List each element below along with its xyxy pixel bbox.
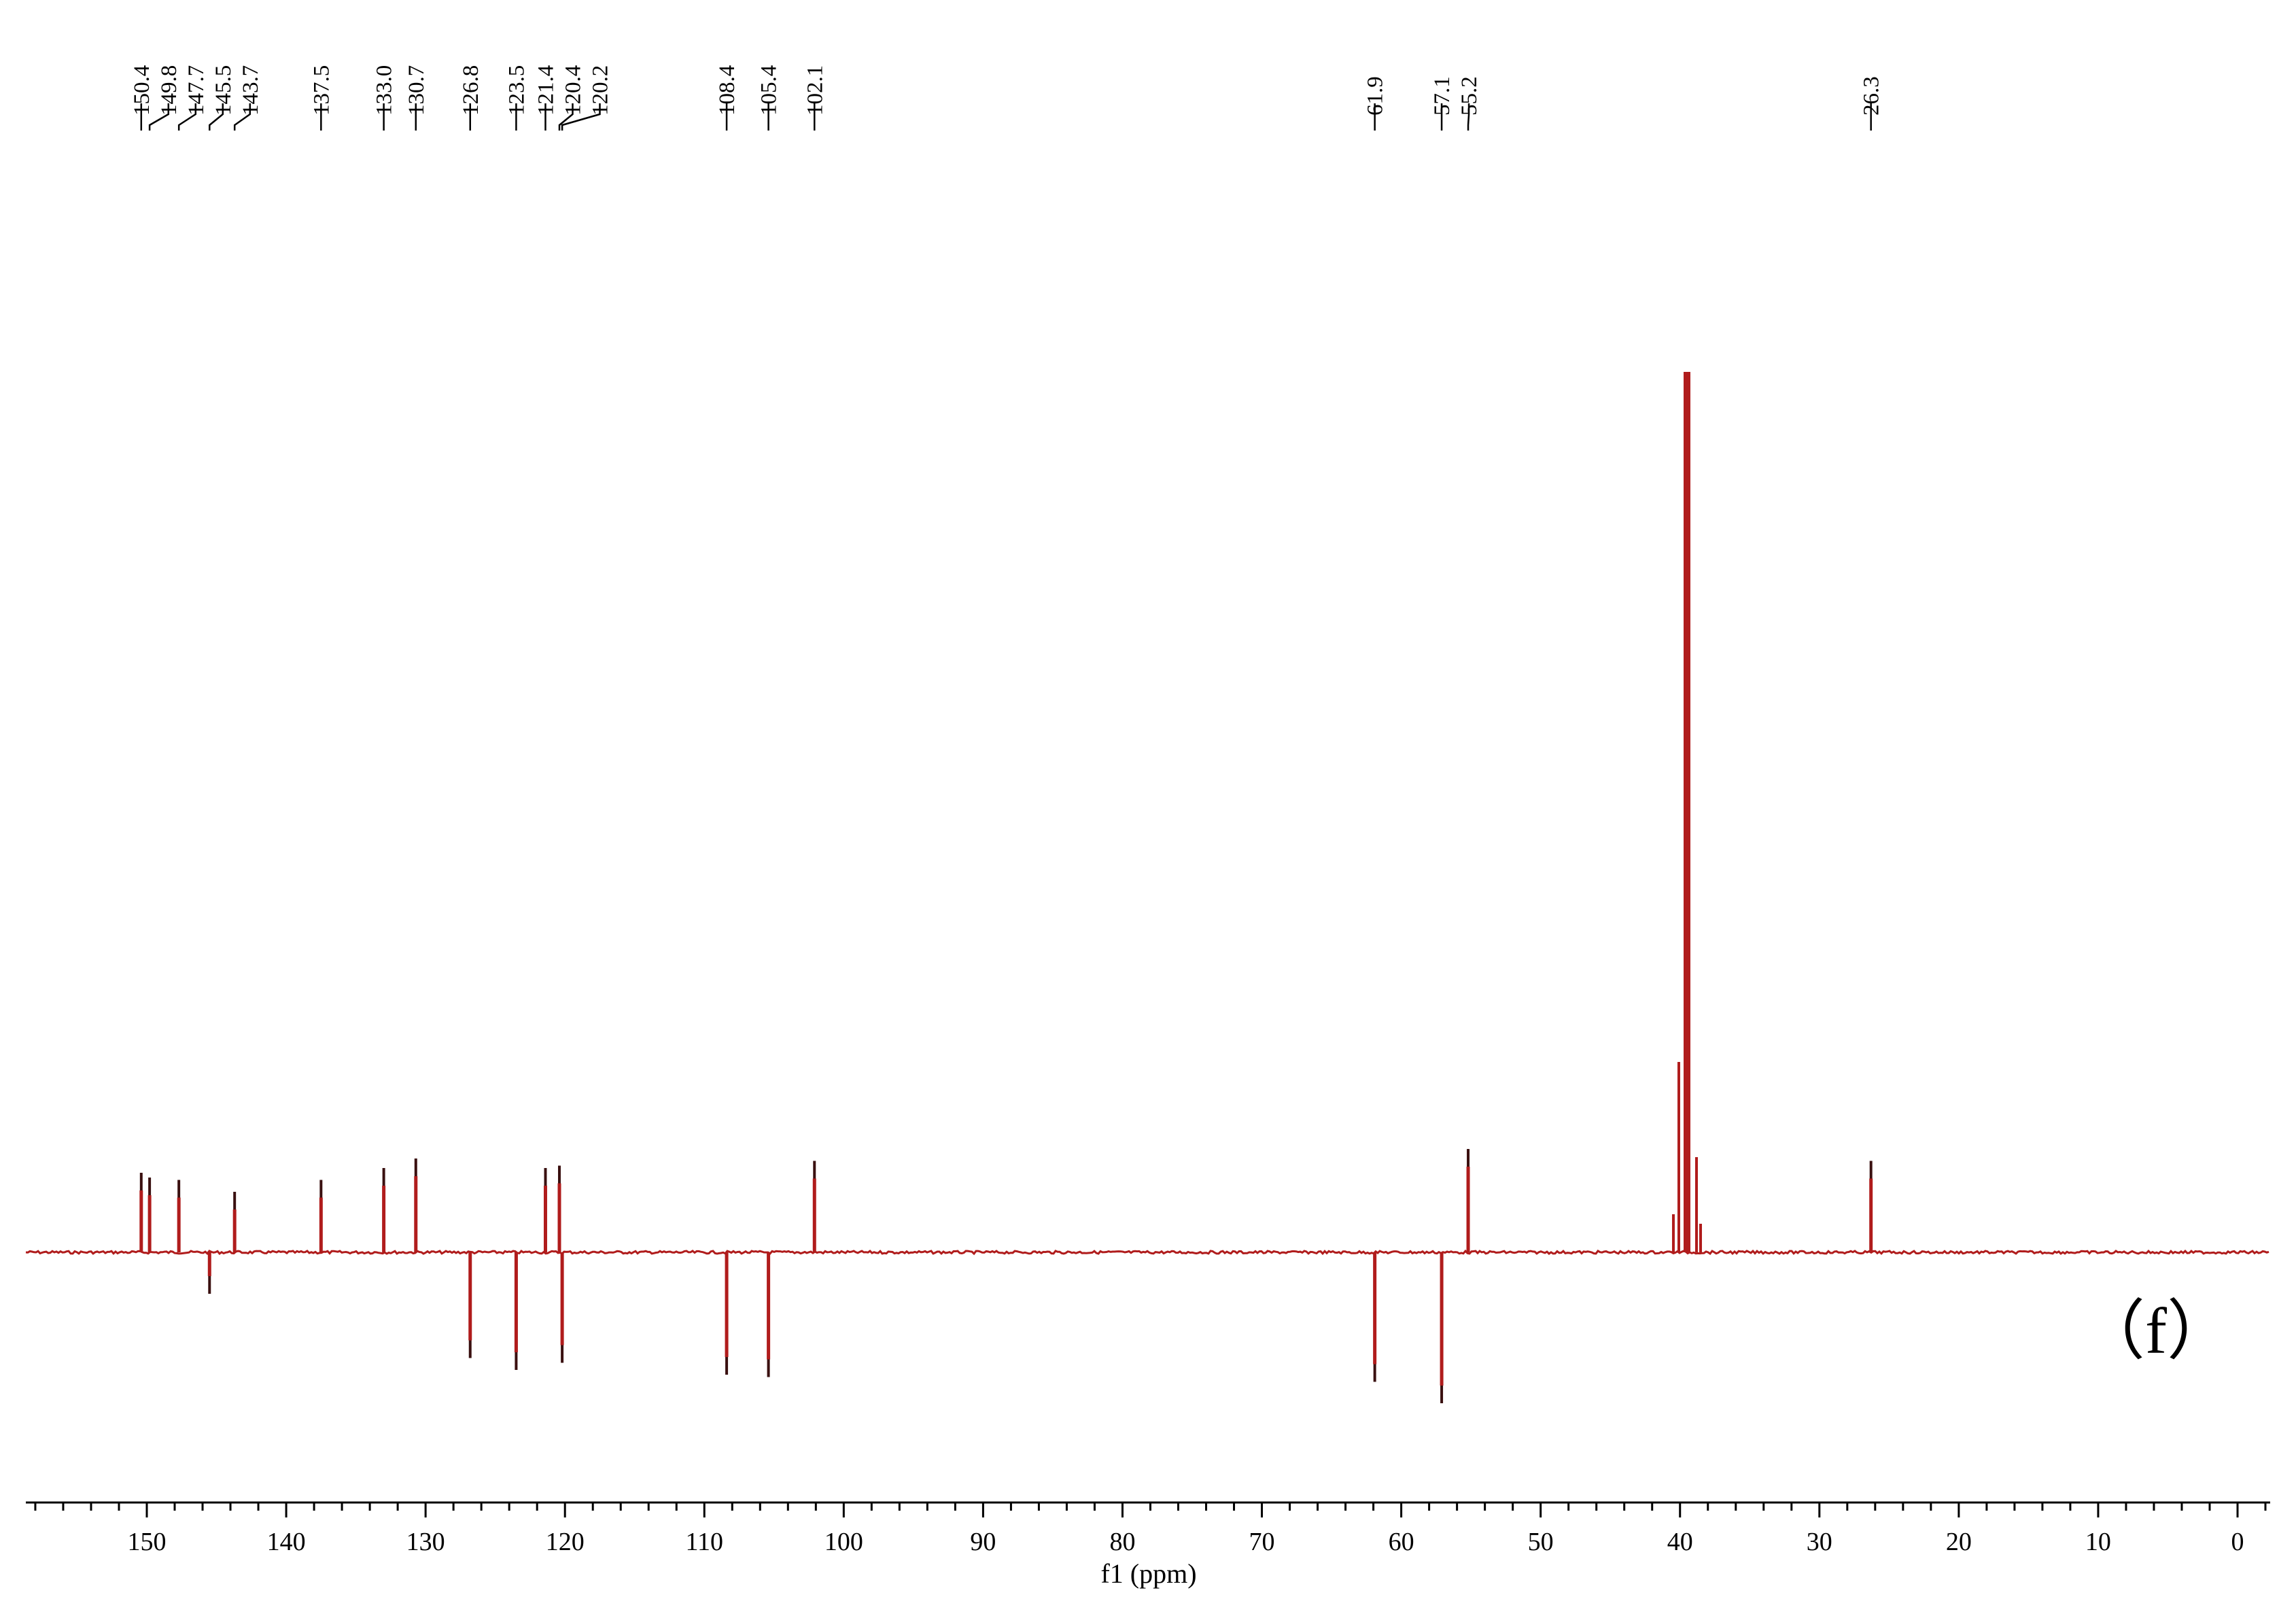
x-tick-label: 130 [406, 1528, 445, 1556]
x-tick-label: 80 [1109, 1528, 1135, 1556]
peak-label: 102.1 [803, 65, 827, 131]
x-tick-label: 140 [267, 1528, 306, 1556]
peak-label: 143.7 [233, 65, 263, 131]
peak-label: 120.2 [561, 65, 612, 131]
spectrum-baseline [25, 1249, 2269, 1256]
peak-label: 121.4 [534, 65, 558, 131]
x-tick-label: 40 [1667, 1528, 1693, 1556]
x-tick-label: 10 [2085, 1528, 2111, 1556]
peak-label: 120.4 [558, 65, 585, 131]
x-tick-label: 70 [1249, 1528, 1275, 1556]
peak-label: 150.4 [130, 65, 154, 131]
x-tick-label: 30 [1807, 1528, 1832, 1556]
peak-label: 147.7 [177, 65, 209, 131]
peak-label: 105.4 [757, 65, 782, 131]
peak-label: 123.5 [504, 65, 529, 131]
x-tick-label: 150 [128, 1528, 167, 1556]
x-tick-label: 60 [1389, 1528, 1414, 1556]
x-tick-label: 100 [824, 1528, 863, 1556]
panel-label: （f） [2080, 1294, 2232, 1367]
x-tick-label: 90 [970, 1528, 996, 1556]
x-tick-label: 0 [2231, 1528, 2244, 1556]
x-axis-title: f1 (ppm) [1100, 1558, 1196, 1589]
peak-label: 108.4 [715, 65, 740, 131]
x-tick-label: 20 [1946, 1528, 1972, 1556]
peak-label: 133.0 [372, 65, 397, 131]
peak-label: 137.5 [309, 65, 334, 131]
peak-label: 55.2 [1457, 76, 1482, 131]
peak-label: 130.7 [404, 65, 429, 131]
peak-label: 126.8 [459, 65, 483, 131]
peak-label: 57.1 [1430, 76, 1455, 131]
x-tick-label: 110 [685, 1528, 723, 1556]
peak-label: 26.3 [1860, 76, 1884, 131]
x-tick-label: 50 [1528, 1528, 1554, 1556]
peak-label: 61.9 [1363, 76, 1388, 131]
peak-label: 149.8 [148, 65, 181, 131]
peak-label: 145.5 [209, 65, 236, 131]
x-tick-label: 120 [546, 1528, 585, 1556]
